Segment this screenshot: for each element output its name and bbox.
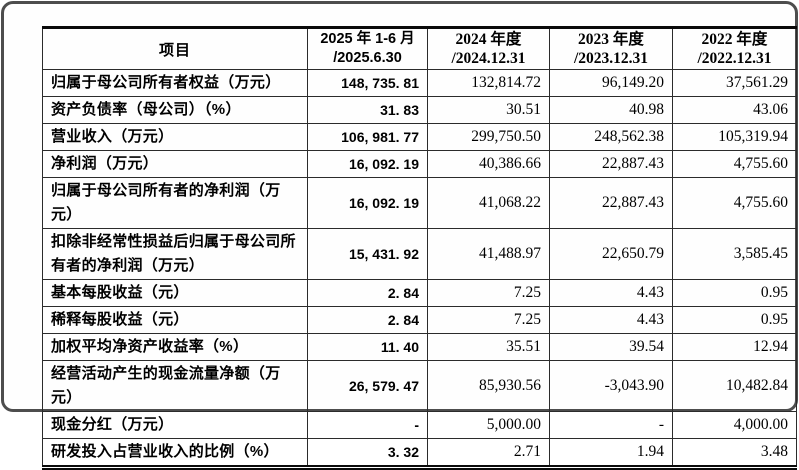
value-cell-2022: 0.95 [672,306,797,334]
value-cell-2023: 1.94 [549,438,673,468]
value-cell-2025: 2. 84 [307,279,428,307]
value-cell-2023: - [549,411,673,439]
value-cell-2025: 31. 83 [307,96,428,124]
value-cell-2022: 10,482.84 [672,360,797,412]
value-cell-2022: 105,319.94 [672,123,797,151]
col-header-item: 项目 [42,27,308,70]
row-label: 加权平均净资产收益率（%） [42,333,308,361]
table-row: 资产负债率（母公司）（%） 31. 83 30.51 40.98 43.06 [42,96,797,124]
value-cell-2023: 22,650.79 [549,228,673,280]
col-header-2025-line2: /2025.6.30 [333,50,402,66]
value-cell-2022: 3.48 [672,438,797,468]
value-cell-2023: 39.54 [549,333,673,361]
value-cell-2022: 43.06 [672,96,797,124]
table-row: 扣除非经常性损益后归属于母公司所有者的净利润（万元） 15, 431. 92 4… [42,228,797,280]
col-header-2025-line1: 2025 年 1-6 月 [320,31,415,47]
value-cell-2022: 4,000.00 [672,411,797,439]
col-header-2024: 2024 年度 /2024.12.31 [427,27,550,70]
value-cell-2022: 12.94 [672,333,797,361]
row-label: 营业收入（万元） [42,123,308,151]
value-cell-2023: 4.43 [549,279,673,307]
table-row: 加权平均净资产收益率（%） 11. 40 35.51 39.54 12.94 [42,333,797,361]
header-row: 项目 2025 年 1-6 月 /2025.6.30 2024 年度 /2024… [42,27,797,70]
value-cell-2024: 41,488.97 [427,228,550,280]
col-header-2023-line1: 2023 年度 [578,31,644,48]
value-cell-2024: 7.25 [427,279,550,307]
col-header-2025: 2025 年 1-6 月 /2025.6.30 [307,27,428,70]
row-label: 基本每股收益（元） [42,279,308,307]
col-header-2022-line2: /2022.12.31 [697,50,772,67]
table-row: 现金分红（万元） - 5,000.00 - 4,000.00 [42,411,797,439]
value-cell-2025: 2. 84 [307,306,428,334]
financial-indicators-table: 项目 2025 年 1-6 月 /2025.6.30 2024 年度 /2024… [42,26,797,470]
value-cell-2024: 85,930.56 [427,360,550,412]
value-cell-2022: 37,561.29 [672,69,797,97]
col-header-2024-line1: 2024 年度 [455,31,522,48]
value-cell-2025: 106, 981. 77 [307,123,428,151]
value-cell-2022: 0.95 [672,279,797,307]
row-label: 净利润（万元） [42,150,308,178]
row-label: 稀释每股收益（元） [42,306,308,334]
value-cell-2024: 7.25 [427,306,550,334]
col-header-2022-line1: 2022 年度 [701,31,768,48]
value-cell-2023: 40.98 [549,96,673,124]
col-header-2024-line2: /2024.12.31 [451,50,526,67]
row-label: 研发投入占营业收入的比例（%） [42,438,308,468]
col-header-2022: 2022 年度 /2022.12.31 [672,27,797,70]
value-cell-2025: 16, 092. 19 [307,177,428,229]
row-label: 现金分红（万元） [42,411,308,439]
col-header-2023-line2: /2023.12.31 [573,50,649,67]
table-row: 归属于母公司所有者的净利润（万元） 16, 092. 19 41,068.22 … [42,177,797,229]
value-cell-2023: 96,149.20 [549,69,673,97]
value-cell-2024: 30.51 [427,96,550,124]
value-cell-2024: 5,000.00 [427,411,550,439]
value-cell-2024: 2.71 [427,438,550,468]
value-cell-2025: 15, 431. 92 [307,228,428,280]
value-cell-2023: -3,043.90 [549,360,673,412]
value-cell-2025: 16, 092. 19 [307,150,428,178]
value-cell-2023: 22,887.43 [549,177,673,229]
value-cell-2022: 3,585.45 [672,228,797,280]
table-row: 经营活动产生的现金流量净额（万元） 26, 579. 47 85,930.56 … [42,360,797,412]
row-label: 扣除非经常性损益后归属于母公司所有者的净利润（万元） [42,228,308,280]
value-cell-2023: 22,887.43 [549,150,673,178]
table-row: 营业收入（万元） 106, 981. 77 299,750.50 248,562… [42,123,797,151]
value-cell-2024: 40,386.66 [427,150,550,178]
value-cell-2024: 41,068.22 [427,177,550,229]
col-header-item-label: 项目 [158,41,191,59]
value-cell-2025: 26, 579. 47 [307,360,428,412]
value-cell-2024: 132,814.72 [427,69,550,97]
value-cell-2023: 248,562.38 [549,123,673,151]
value-cell-2025: - [307,411,428,439]
table-row: 研发投入占营业收入的比例（%） 3. 32 2.71 1.94 3.48 [42,438,797,468]
row-label: 归属于母公司所有者权益（万元） [42,69,308,97]
value-cell-2024: 35.51 [427,333,550,361]
value-cell-2022: 4,755.60 [672,150,797,178]
row-label: 经营活动产生的现金流量净额（万元） [42,360,308,412]
value-cell-2023: 4.43 [549,306,673,334]
value-cell-2025: 148, 735. 81 [307,69,428,97]
table-row: 稀释每股收益（元） 2. 84 7.25 4.43 0.95 [42,306,797,334]
table-row: 基本每股收益（元） 2. 84 7.25 4.43 0.95 [42,279,797,307]
row-label: 资产负债率（母公司）（%） [42,96,308,124]
row-label: 归属于母公司所有者的净利润（万元） [42,177,308,229]
value-cell-2022: 4,755.60 [672,177,797,229]
table-row: 净利润（万元） 16, 092. 19 40,386.66 22,887.43 … [42,150,797,178]
value-cell-2025: 11. 40 [307,333,428,361]
table-row: 归属于母公司所有者权益（万元） 148, 735. 81 132,814.72 … [42,69,797,97]
col-header-2023: 2023 年度 /2023.12.31 [549,27,673,70]
value-cell-2024: 299,750.50 [427,123,550,151]
value-cell-2025: 3. 32 [307,438,428,468]
